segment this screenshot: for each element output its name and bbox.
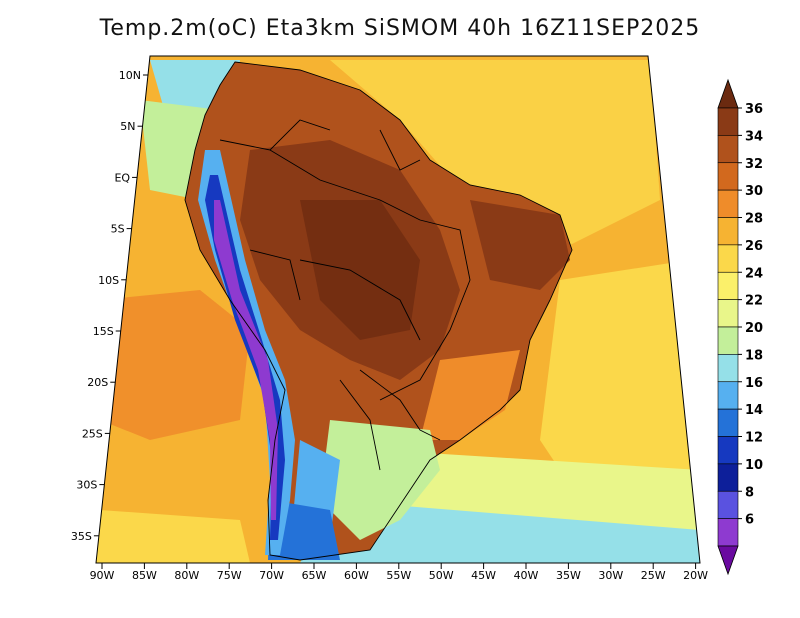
- lon-label: 85W: [132, 569, 157, 582]
- lat-label: 10S: [98, 274, 119, 287]
- lon-label: 35W: [556, 569, 581, 582]
- lat-label: 35S: [71, 530, 92, 543]
- lat-label: 5S: [111, 223, 125, 236]
- colorbar-segment: [717, 217, 739, 246]
- lat-label: 20S: [87, 376, 108, 389]
- colorbar-label: 18: [745, 348, 763, 363]
- colorbar-segment: [717, 326, 739, 355]
- colorbar-label: 20: [745, 321, 763, 336]
- lat-label: 10N: [119, 69, 141, 82]
- colorbar-label: 36: [745, 102, 763, 117]
- colorbar-top-triangle: [717, 78, 739, 109]
- lon-label: 80W: [174, 569, 199, 582]
- lat-label: 5N: [120, 120, 135, 133]
- colorbar-segment: [717, 107, 739, 136]
- map-title: Temp.2m(oC) Eta3km SiSMOM 40h 16Z11SEP20…: [99, 16, 701, 41]
- colorbar-label: 14: [745, 403, 763, 418]
- colorbar-segment: [717, 436, 739, 465]
- map-field: [96, 56, 700, 563]
- colorbar-segment: [717, 299, 739, 328]
- colorbar-label: 26: [745, 239, 763, 254]
- colorbar-segment: [717, 162, 739, 191]
- colorbar-label: 24: [745, 266, 763, 281]
- longitude-axis: 90W 85W 80W 75W 70W 65W 60W 55W 50W 45W 40W 35W 30W 2…: [90, 563, 708, 582]
- colorbar-label: 34: [745, 129, 763, 144]
- colorbar-label: 30: [745, 184, 763, 199]
- colorbar-label: 28: [745, 212, 763, 227]
- colorbar-label: 32: [745, 157, 763, 172]
- colorbar-label: 6: [745, 513, 754, 528]
- lat-label: 25S: [82, 427, 103, 440]
- colorbar-segment: [717, 463, 739, 492]
- lon-label: 60W: [344, 569, 369, 582]
- colorbar-label: 10: [745, 458, 763, 473]
- colorbar: 36 34 32 30 28 26 24 22 20 18 16 14 12 10 8 6: [717, 78, 763, 576]
- lon-label: 40W: [514, 569, 539, 582]
- lon-label: 45W: [471, 569, 496, 582]
- colorbar-segment: [717, 408, 739, 437]
- lon-label: 65W: [302, 569, 327, 582]
- colorbar-label: 22: [745, 294, 763, 309]
- lon-label: 90W: [90, 569, 115, 582]
- colorbar-segment: [717, 354, 739, 383]
- lat-label: EQ: [114, 171, 130, 184]
- lon-label: 30W: [598, 569, 623, 582]
- colorbar-label: 12: [745, 431, 763, 446]
- lon-label: 50W: [429, 569, 454, 582]
- boundaries: [184, 61, 573, 561]
- latitude-axis: 10N 5N EQ 5S 10S 15S 20S 25S 30S 35S: [71, 69, 148, 543]
- lon-label: 25W: [641, 569, 666, 582]
- colorbar-label: 8: [745, 485, 754, 500]
- lat-label: 30S: [76, 479, 97, 492]
- colorbar-segment: [717, 518, 739, 547]
- colorbar-segment: [717, 490, 739, 519]
- lon-label: 20W: [683, 569, 708, 582]
- lon-label: 55W: [386, 569, 411, 582]
- map-frame: [95, 55, 701, 564]
- colorbar-segment: [717, 135, 739, 164]
- lon-label: 75W: [217, 569, 242, 582]
- colorbar-bottom-triangle: [717, 545, 739, 576]
- colorbar-segment: [717, 271, 739, 300]
- colorbar-label: 16: [745, 376, 763, 391]
- colorbar-segment: [717, 381, 739, 410]
- lon-label: 70W: [259, 569, 284, 582]
- colorbar-segment: [717, 244, 739, 273]
- colorbar-segment: [717, 189, 739, 218]
- lat-label: 15S: [93, 325, 114, 338]
